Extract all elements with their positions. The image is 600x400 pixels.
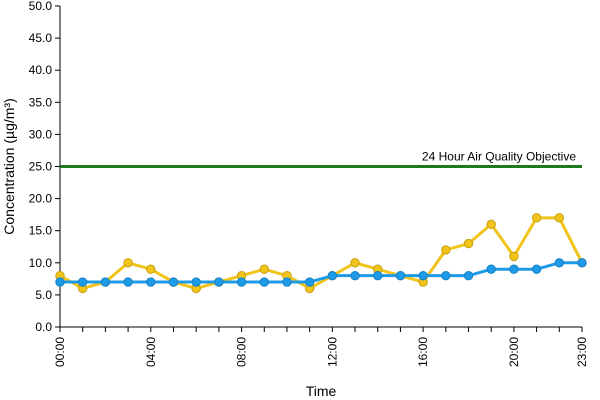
y-tick-label: 15.0 (29, 224, 53, 238)
series-2-point (486, 264, 496, 274)
y-axis: 0.0 5.0 10.0 15.0 20.0 25.0 30.0 35.0 40.0 45.0 50… (29, 0, 61, 334)
y-tick-label: 0.0 (35, 320, 52, 334)
x-tick-label: 00:00 (53, 337, 67, 367)
series-2-point (55, 277, 65, 287)
y-tick-label: 50.0 (29, 0, 53, 13)
series-group (55, 213, 587, 294)
y-tick-label: 45.0 (29, 31, 53, 45)
series-2-point (282, 277, 292, 287)
series-2-point (395, 270, 406, 281)
y-tick-label: 30.0 (29, 127, 53, 141)
series-2-point (123, 277, 133, 287)
series-1-point (259, 264, 269, 274)
series-2-point (77, 277, 88, 287)
reference-line-group: 24 Hour Air Quality Objective (60, 150, 582, 168)
series-2-point (214, 277, 224, 287)
x-tick-label: 16:00 (416, 337, 430, 367)
series-2-point (168, 277, 179, 287)
y-tick-label: 25.0 (29, 160, 53, 174)
series-2-point (191, 277, 201, 287)
series-2-point (463, 270, 474, 281)
series-2-point (236, 277, 247, 287)
x-tick-label: 04:00 (144, 337, 158, 367)
series-2-point (146, 277, 156, 287)
series-2-point (531, 264, 542, 274)
series-1-point (146, 264, 156, 274)
series-1-point (350, 258, 360, 268)
series-1-point (123, 258, 133, 268)
x-tick-label: 08:00 (235, 337, 249, 367)
series-1-point (463, 238, 474, 249)
x-tick-label: 23:00 (575, 337, 589, 367)
series-2-point (373, 270, 383, 281)
series-2 (55, 258, 587, 287)
y-tick-label: 35.0 (29, 95, 53, 109)
series-1-point (531, 213, 542, 223)
y-tick-label: 10.0 (29, 256, 53, 270)
x-tick-label: 12:00 (325, 337, 339, 367)
y-tick-label: 5.0 (35, 288, 52, 302)
series-2-point (441, 270, 451, 281)
y-tick-label: 40.0 (29, 63, 53, 77)
y-tick-label: 20.0 (29, 192, 53, 206)
series-2-point (418, 270, 428, 281)
series-1-point (554, 213, 565, 223)
x-tick-label: 20:00 (507, 337, 521, 367)
series-2-point (350, 270, 360, 281)
series-2-point (577, 258, 587, 268)
x-axis-title: Time (306, 383, 337, 399)
series-1-point (486, 219, 496, 229)
series-1-point (509, 251, 519, 262)
series-2-point (554, 258, 565, 268)
series-2-point (100, 277, 111, 287)
series-2-point (509, 264, 519, 274)
series-2-point (327, 270, 338, 281)
x-axis: 00:00 04:00 08:00 12:00 16:00 20:00 23:00 (53, 326, 589, 367)
series-2-point (259, 277, 269, 287)
y-axis-title: Concentration (µg/m³) (1, 98, 17, 234)
air-quality-objective-label: 24 Hour Air Quality Objective (422, 150, 576, 164)
series-2-point (304, 277, 315, 287)
series-1-point (441, 245, 451, 255)
